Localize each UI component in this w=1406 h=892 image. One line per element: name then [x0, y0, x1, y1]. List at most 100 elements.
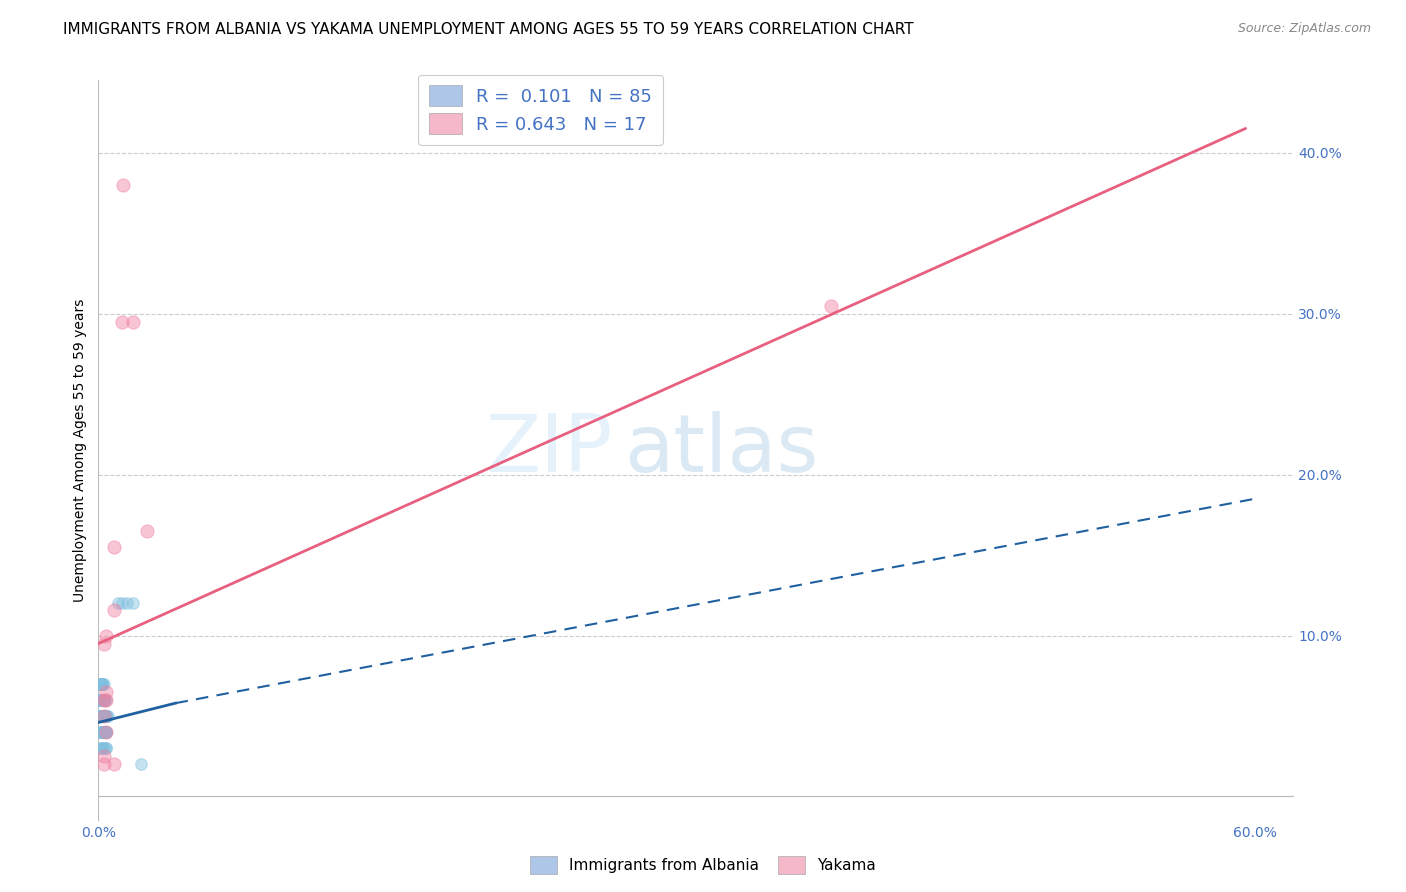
Point — [93, 693, 115, 707]
Point — [93, 709, 115, 723]
Point — [91, 677, 114, 691]
Legend: R =  0.101   N = 85, R = 0.643   N = 17: R = 0.101 N = 85, R = 0.643 N = 17 — [419, 75, 662, 145]
Point — [93, 725, 115, 739]
Text: IMMIGRANTS FROM ALBANIA VS YAKAMA UNEMPLOYMENT AMONG AGES 55 TO 59 YEARS CORRELA: IMMIGRANTS FROM ALBANIA VS YAKAMA UNEMPL… — [63, 22, 914, 37]
Point — [94, 725, 117, 739]
Point — [110, 596, 132, 610]
Point — [94, 628, 117, 642]
Point — [91, 677, 114, 691]
Point — [93, 693, 115, 707]
Point — [93, 709, 115, 723]
Point — [91, 725, 114, 739]
Point — [93, 741, 115, 756]
Point — [91, 725, 114, 739]
Point — [89, 693, 111, 707]
Point — [103, 603, 125, 617]
Point — [103, 757, 125, 772]
Point — [94, 725, 117, 739]
Point — [94, 693, 117, 707]
Point — [89, 693, 111, 707]
Point — [89, 709, 111, 723]
Point — [97, 709, 120, 723]
Point — [94, 725, 117, 739]
Point — [91, 725, 114, 739]
Point — [93, 693, 115, 707]
Point — [91, 741, 114, 756]
Point — [107, 596, 129, 610]
Text: atlas: atlas — [624, 411, 818, 490]
Point — [94, 741, 117, 756]
Point — [89, 693, 111, 707]
Point — [91, 725, 114, 739]
Point — [91, 709, 114, 723]
Point — [94, 709, 117, 723]
Point — [122, 315, 145, 329]
Point — [93, 693, 115, 707]
Point — [91, 725, 114, 739]
Point — [89, 709, 111, 723]
Point — [91, 725, 114, 739]
Legend: Immigrants from Albania, Yakama: Immigrants from Albania, Yakama — [523, 850, 883, 880]
Point — [117, 596, 139, 610]
Point — [89, 709, 111, 723]
Point — [103, 540, 125, 554]
Point — [93, 709, 115, 723]
Point — [91, 693, 114, 707]
Point — [93, 709, 115, 723]
Point — [89, 677, 111, 691]
Point — [93, 693, 115, 707]
Point — [93, 637, 115, 651]
Point — [89, 677, 111, 691]
Point — [94, 725, 117, 739]
Point — [91, 677, 114, 691]
Point — [93, 709, 115, 723]
Point — [93, 725, 115, 739]
Point — [94, 709, 117, 723]
Point — [93, 677, 115, 691]
Point — [91, 741, 114, 756]
Text: ZIP: ZIP — [485, 411, 613, 490]
Point — [89, 709, 111, 723]
Point — [91, 693, 114, 707]
Point — [91, 677, 114, 691]
Point — [94, 709, 117, 723]
Point — [94, 709, 117, 723]
Point — [93, 725, 115, 739]
Point — [93, 749, 115, 764]
Point — [112, 178, 135, 192]
Point — [91, 725, 114, 739]
Point — [93, 693, 115, 707]
Point — [94, 741, 117, 756]
Point — [122, 596, 145, 610]
Point — [93, 725, 115, 739]
Point — [89, 677, 111, 691]
Point — [89, 725, 111, 739]
Point — [89, 677, 111, 691]
Point — [91, 725, 114, 739]
Point — [93, 725, 115, 739]
Point — [89, 677, 111, 691]
Point — [129, 757, 152, 772]
Point — [94, 725, 117, 739]
Point — [93, 709, 115, 723]
Point — [93, 757, 115, 772]
Point — [94, 693, 117, 707]
Point — [91, 693, 114, 707]
Point — [91, 693, 114, 707]
Point — [89, 693, 111, 707]
Point — [89, 677, 111, 691]
Point — [135, 524, 157, 538]
Point — [89, 709, 111, 723]
Point — [89, 693, 111, 707]
Point — [93, 709, 115, 723]
Point — [89, 709, 111, 723]
Point — [89, 741, 111, 756]
Point — [94, 709, 117, 723]
Point — [820, 299, 842, 313]
Point — [89, 693, 111, 707]
Point — [89, 709, 111, 723]
Point — [91, 693, 114, 707]
Point — [91, 725, 114, 739]
Text: Source: ZipAtlas.com: Source: ZipAtlas.com — [1237, 22, 1371, 36]
Y-axis label: Unemployment Among Ages 55 to 59 years: Unemployment Among Ages 55 to 59 years — [73, 299, 87, 602]
